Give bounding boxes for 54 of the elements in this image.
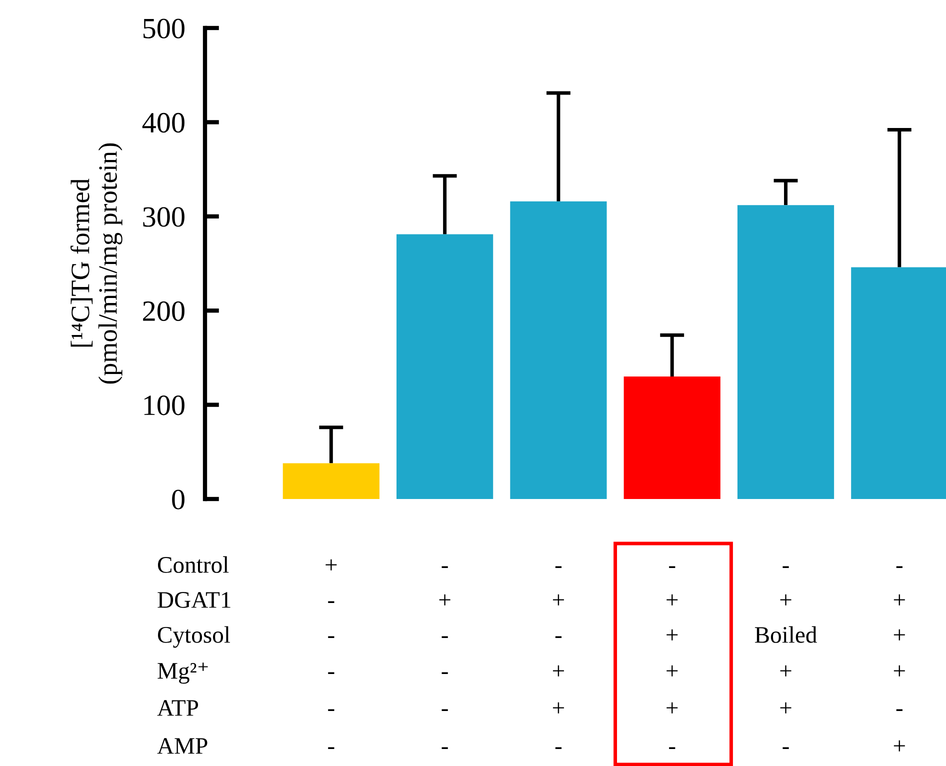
text: - <box>669 747 676 749</box>
text: - <box>555 747 562 749</box>
y-tick-label: 200 <box>143 301 184 322</box>
text: + <box>666 594 678 606</box>
text: - <box>442 672 448 674</box>
text: + <box>326 559 337 570</box>
text: + <box>780 665 792 676</box>
text: + <box>894 629 905 640</box>
text: AMP <box>157 738 208 754</box>
text: ATP <box>157 700 198 716</box>
text: - <box>896 566 902 568</box>
text: - <box>555 566 562 568</box>
text: - <box>442 636 448 638</box>
text: + <box>894 740 905 752</box>
text: + <box>894 594 905 606</box>
text: - <box>328 747 334 749</box>
bar <box>510 201 607 499</box>
y-tick-label: 500 <box>144 18 184 38</box>
text: - <box>328 601 334 603</box>
text: - <box>442 709 448 711</box>
y-tick-label: 300 <box>143 207 184 227</box>
y-tick-label: 100 <box>144 396 184 416</box>
text: - <box>555 636 562 638</box>
y-tick-label: 400 <box>142 112 184 133</box>
bar <box>737 205 834 499</box>
text: + <box>780 702 792 714</box>
text: DGAT1 <box>158 592 230 608</box>
bar <box>282 463 380 499</box>
text: Mg²⁺ <box>158 662 208 684</box>
text: Control <box>158 556 229 573</box>
text: - <box>328 636 334 638</box>
bar <box>396 234 494 499</box>
text: - <box>328 709 334 711</box>
text: - <box>669 566 676 568</box>
text: - <box>442 747 448 749</box>
y-tick-label: 0 <box>172 490 184 510</box>
text: + <box>780 594 792 606</box>
text: + <box>552 594 564 606</box>
bar <box>624 376 720 499</box>
text: + <box>552 702 564 714</box>
text: + <box>552 665 564 676</box>
text: Boiled <box>754 626 817 643</box>
y-axis-title: [¹⁴C]TG formed (pmol/min/mg protein) <box>70 143 122 384</box>
text: + <box>666 629 678 640</box>
text: - <box>782 566 789 568</box>
text: Cytosol <box>158 626 230 648</box>
text: + <box>666 665 678 676</box>
text: + <box>666 702 678 714</box>
text: - <box>328 672 334 674</box>
text: + <box>894 665 905 676</box>
text: - <box>782 747 789 749</box>
text: + <box>439 594 450 606</box>
text: - <box>442 566 448 568</box>
text: - <box>896 709 902 711</box>
